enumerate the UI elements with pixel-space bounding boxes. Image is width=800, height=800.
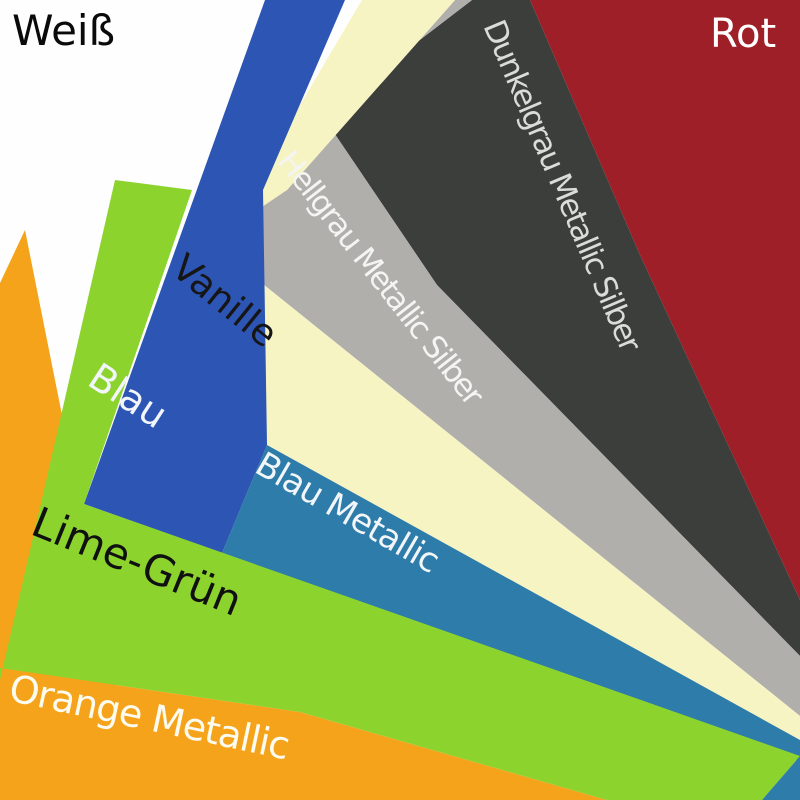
label-weiss: Weiß: [12, 6, 116, 55]
label-rot: Rot: [710, 11, 777, 57]
